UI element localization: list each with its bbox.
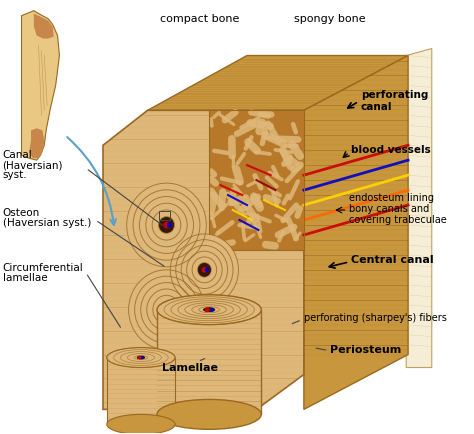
Polygon shape bbox=[29, 128, 44, 158]
Circle shape bbox=[172, 306, 237, 374]
Circle shape bbox=[205, 338, 209, 342]
Text: (Haversian): (Haversian) bbox=[2, 160, 63, 170]
Text: lamellae: lamellae bbox=[2, 273, 47, 283]
Text: bony canals and: bony canals and bbox=[349, 204, 429, 214]
Text: covering trabeculae: covering trabeculae bbox=[349, 215, 447, 225]
Text: Lamellae: Lamellae bbox=[162, 362, 218, 372]
Circle shape bbox=[141, 356, 144, 359]
Ellipse shape bbox=[157, 399, 261, 429]
Text: canal: canal bbox=[361, 102, 392, 112]
Circle shape bbox=[167, 223, 172, 227]
Ellipse shape bbox=[137, 356, 145, 359]
Text: Periosteum: Periosteum bbox=[330, 345, 401, 355]
Text: (Haversian syst.): (Haversian syst.) bbox=[2, 218, 91, 228]
Text: perforating (sharpey's) fibers: perforating (sharpey's) fibers bbox=[304, 312, 447, 322]
Polygon shape bbox=[157, 310, 261, 414]
Circle shape bbox=[128, 270, 204, 349]
Circle shape bbox=[201, 267, 207, 273]
Circle shape bbox=[199, 333, 210, 346]
Text: Canal: Canal bbox=[2, 150, 32, 160]
Polygon shape bbox=[107, 358, 175, 424]
Polygon shape bbox=[21, 11, 59, 160]
Text: blood vessels: blood vessels bbox=[351, 145, 431, 155]
Text: perforating: perforating bbox=[361, 90, 428, 100]
Circle shape bbox=[205, 268, 209, 272]
Circle shape bbox=[202, 337, 207, 342]
Circle shape bbox=[127, 183, 206, 267]
Polygon shape bbox=[209, 110, 304, 250]
Text: compact bone: compact bone bbox=[160, 13, 239, 23]
Circle shape bbox=[210, 308, 214, 312]
Text: endosteum lining: endosteum lining bbox=[349, 193, 434, 203]
Circle shape bbox=[167, 307, 172, 312]
Circle shape bbox=[159, 217, 173, 233]
Circle shape bbox=[198, 263, 210, 276]
Text: spongy bone: spongy bone bbox=[294, 13, 366, 23]
Ellipse shape bbox=[107, 414, 175, 434]
Ellipse shape bbox=[107, 348, 175, 368]
Circle shape bbox=[164, 222, 170, 228]
Text: Osteon: Osteon bbox=[2, 208, 40, 218]
Polygon shape bbox=[34, 13, 54, 39]
Text: syst.: syst. bbox=[2, 170, 27, 180]
Circle shape bbox=[205, 307, 210, 312]
Text: Circumferential: Circumferential bbox=[2, 263, 83, 273]
Polygon shape bbox=[103, 110, 304, 409]
Circle shape bbox=[170, 234, 238, 306]
Circle shape bbox=[164, 306, 170, 313]
Ellipse shape bbox=[157, 295, 261, 325]
Text: Central canal: Central canal bbox=[351, 255, 434, 265]
Ellipse shape bbox=[203, 308, 215, 312]
Circle shape bbox=[138, 356, 141, 359]
Polygon shape bbox=[304, 56, 408, 409]
Polygon shape bbox=[406, 49, 432, 368]
Polygon shape bbox=[147, 56, 408, 110]
Circle shape bbox=[160, 302, 173, 317]
